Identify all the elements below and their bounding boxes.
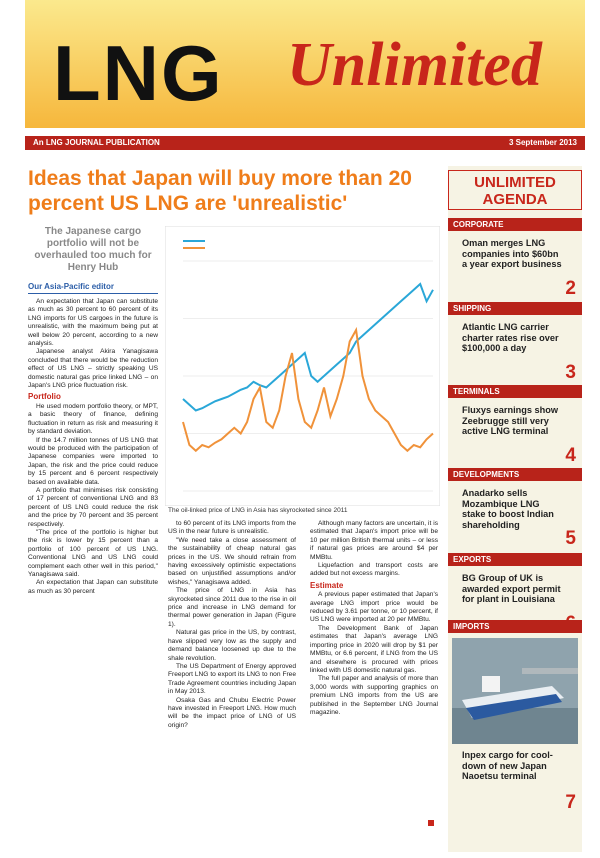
paragraph: to 60 percent of its LNG imports from th… [168, 520, 296, 536]
column: Although many factors are uncertain, it … [310, 520, 438, 820]
section-label: IMPORTS [448, 620, 582, 633]
sidebar-title: UNLIMITED AGENDA [448, 170, 582, 210]
section-label: CORPORATE [448, 218, 582, 231]
section-label: TERMINALS [448, 385, 582, 398]
paragraph: The Development Bank of Japan estimates … [310, 624, 438, 674]
masthead-title: LNG [53, 29, 224, 117]
paragraph: Osaka Gas and Chubu Electric Power have … [168, 696, 296, 729]
page-number: 7 [565, 792, 576, 813]
sidebar: UNLIMITED AGENDA CORPORATE Oman merges LN… [448, 166, 582, 852]
column: to 60 percent of its LNG imports from th… [168, 520, 296, 842]
page-number: 4 [565, 445, 576, 466]
agenda-item[interactable]: Atlantic LNG carrier charter rates rise … [462, 322, 559, 353]
subheading: Estimate [310, 580, 344, 590]
paragraph: "The price of the portfolio is higher bu… [28, 528, 158, 578]
paragraph: An expectation that Japan can substitute… [28, 579, 158, 595]
agenda-item[interactable]: Anadarko sells Mozambique LNG stake to b… [462, 488, 554, 530]
photo-image [452, 638, 582, 744]
agenda-item[interactable]: Fluxys earnings show Zeebrugge still ver… [462, 405, 558, 436]
section-label: SHIPPING [448, 302, 582, 315]
figure-frame [165, 226, 440, 506]
paragraph: Japanese analyst Akira Yanagisawa conclu… [28, 348, 158, 390]
headline: Ideas that Japan will buy more than 20 p… [28, 167, 412, 215]
page-number: 3 [565, 362, 576, 383]
figure-caption: The oil-linked price of LNG in Asia has … [168, 507, 348, 514]
paragraph: Natural gas price in the US, by contrast… [168, 629, 296, 662]
paragraph: The full paper and analysis of more than… [310, 675, 438, 716]
page-number: 5 [565, 528, 576, 549]
paragraph: The price of LNG in Asia has skyrocketed… [168, 587, 296, 628]
byline: Our Asia-Pacific editor [28, 282, 158, 294]
column: An expectation that Japan can substitute… [28, 298, 158, 843]
paragraph: A portfolio that minimises risk consisti… [28, 486, 158, 528]
publication: An LNG JOURNAL PUBLICATION [33, 138, 160, 147]
agenda-item[interactable]: Oman merges LNG companies into $60bn a y… [462, 238, 562, 269]
paragraph: The US Department of Energy approved Fre… [168, 662, 296, 696]
section-label: EXPORTS [448, 553, 582, 566]
date: 3 September 2013 [508, 138, 577, 147]
data-line [182, 326, 434, 453]
paragraph: A previous paper estimated that Japan's … [310, 591, 438, 624]
paragraph: "We need take a close assessment of the … [168, 536, 296, 586]
paragraph: He used modern portfolio theory, or MPT,… [28, 402, 158, 436]
section-label: DEVELOPMENTS [448, 468, 582, 481]
figure [165, 226, 440, 506]
end-mark [428, 820, 434, 826]
paragraph: Although many factors are uncertain, it … [310, 520, 438, 561]
masthead-script: Unlimited [287, 31, 542, 99]
subheading: Portfolio [28, 392, 61, 402]
page-number: 2 [565, 278, 576, 299]
agenda-item[interactable]: BG Group of UK is awarded export permit … [462, 573, 561, 604]
standfirst: The Japanese cargo portfolio will not be… [34, 226, 152, 273]
agenda-item[interactable]: Inpex cargo for cool-down of new Japan N… [462, 750, 553, 781]
masthead: LNG Unlimited [25, 0, 585, 128]
paragraph: If the 14.7 million tonnes of US LNG tha… [28, 436, 158, 486]
photo [452, 638, 582, 744]
data-line [182, 282, 434, 412]
paragraph: Liquefaction and transport costs are add… [310, 562, 438, 578]
paragraph: An expectation that Japan can substitute… [28, 298, 158, 348]
masthead-bar: An LNG JOURNAL PUBLICATION 3 September 2… [25, 136, 585, 150]
